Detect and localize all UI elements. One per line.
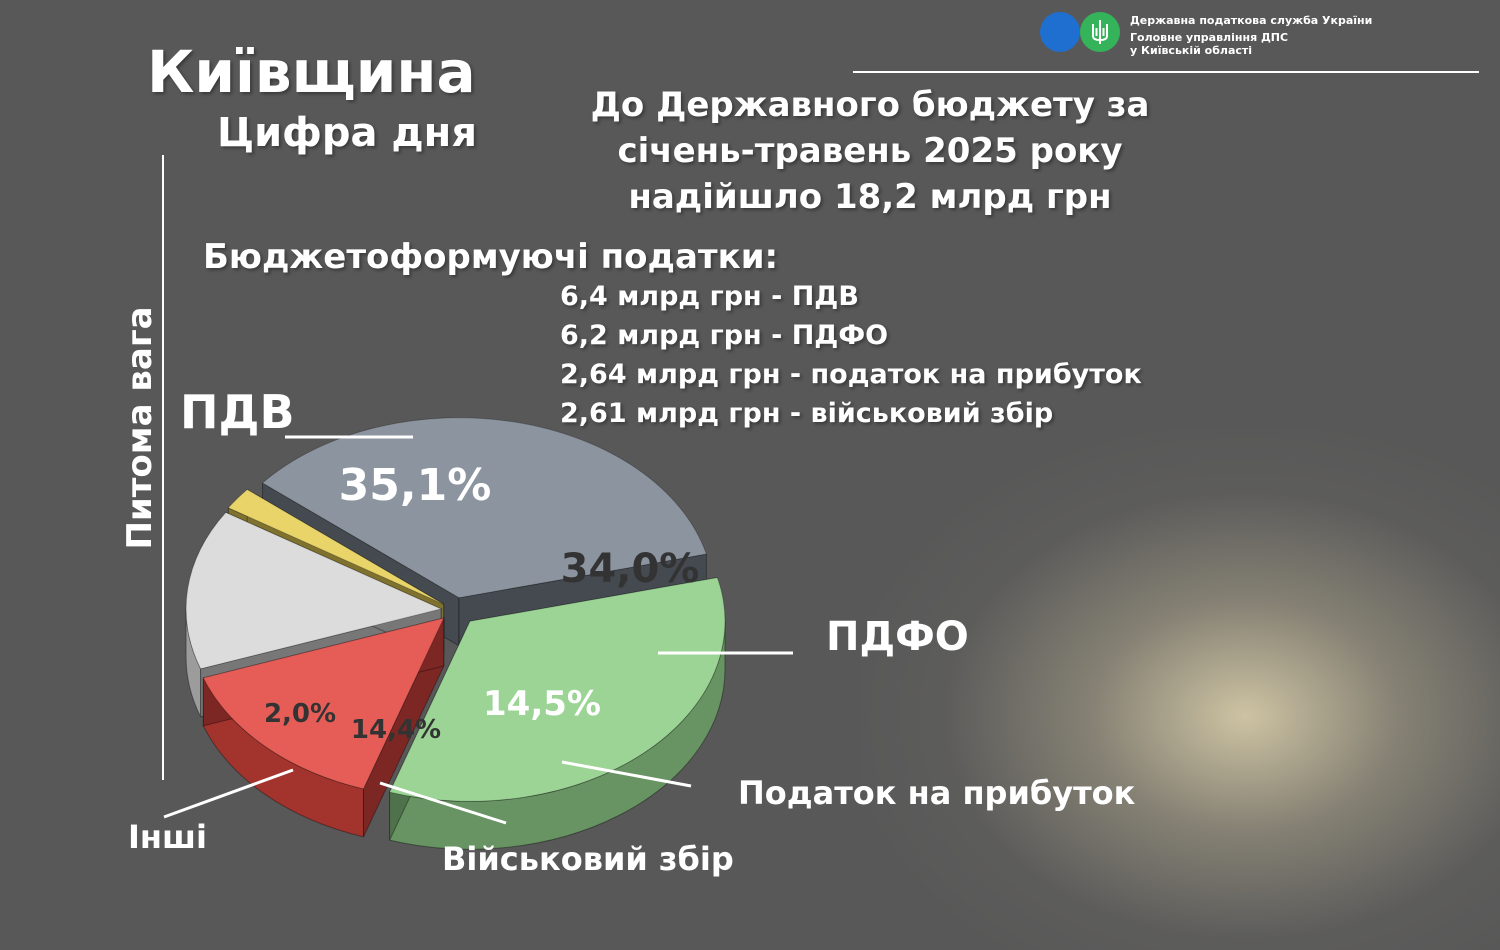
pie-value-label-3: 14,4% bbox=[351, 715, 441, 745]
pie-value-label-4: 2,0% bbox=[264, 699, 336, 729]
logo-blue-circle bbox=[1040, 12, 1080, 52]
pie-category-label-1: ПДФО bbox=[826, 614, 969, 660]
pie-value-label-2: 14,5% bbox=[483, 684, 601, 724]
headline: До Державного бюджету за січень-травень … bbox=[560, 82, 1180, 220]
org-name: Державна податкова служба України bbox=[1130, 14, 1373, 27]
region-title: Київщина bbox=[147, 38, 476, 106]
tax-line-military: 2,61 млрд грн - військовий збір bbox=[560, 398, 1054, 429]
headline-line-2: січень-травень 2025 року bbox=[617, 131, 1123, 171]
pie-category-label-2: Податок на прибуток bbox=[738, 774, 1136, 812]
pie-value-label-0: 35,1% bbox=[339, 460, 492, 511]
taxes-title: Бюджетоформуючі податки: bbox=[203, 237, 779, 277]
pie-category-label-0: ПДВ bbox=[180, 385, 295, 439]
headline-line-1: До Державного бюджету за bbox=[590, 85, 1150, 125]
pie-category-label-4: Інші bbox=[128, 818, 207, 856]
trident-icon bbox=[1080, 12, 1120, 52]
org-region: у Київській області bbox=[1130, 44, 1253, 57]
leader-line-2 bbox=[561, 760, 692, 788]
tax-line-pdfo: 6,2 млрд грн - ПДФО bbox=[560, 320, 889, 351]
pie-category-label-3: Військовий збір bbox=[442, 840, 734, 878]
headline-line-3: надійшло 18,2 млрд грн bbox=[628, 177, 1112, 217]
tax-line-profit: 2,64 млрд грн - податок на прибуток bbox=[560, 359, 1142, 390]
vertical-axis-line bbox=[162, 155, 164, 780]
header-divider bbox=[853, 71, 1479, 73]
pie-slice-2 bbox=[202, 617, 445, 838]
subtitle: Цифра дня bbox=[217, 110, 477, 156]
pie-value-label-1: 34,0% bbox=[561, 546, 700, 592]
tax-line-pdv: 6,4 млрд грн - ПДВ bbox=[560, 281, 859, 312]
leader-line-4 bbox=[163, 768, 294, 819]
pie-chart: 35,1% 34,0% 14,5% 14,4% 2,0% ПДВ ПДФО Податок н… bbox=[128, 385, 1136, 878]
pie-slice-1 bbox=[388, 577, 726, 850]
leader-line-3 bbox=[379, 781, 507, 825]
org-department: Головне управління ДПС bbox=[1130, 31, 1289, 44]
